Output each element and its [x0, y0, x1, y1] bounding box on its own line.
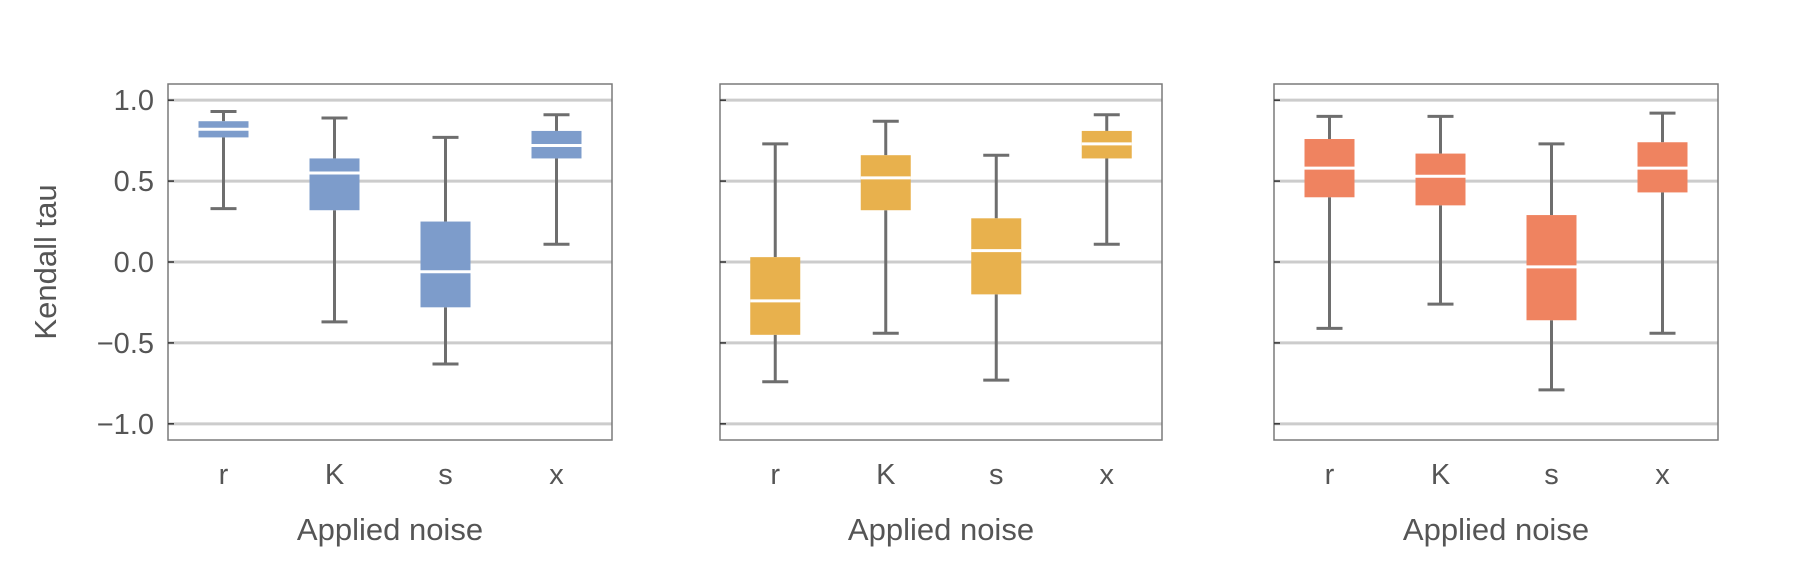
box-K — [1415, 114, 1466, 306]
box-body — [860, 155, 911, 211]
x-tick-label: r — [1325, 459, 1335, 491]
x-tick-label: K — [325, 459, 345, 491]
box-body — [750, 257, 801, 335]
y-tick-label: 0.0 — [114, 247, 154, 279]
box-s — [420, 135, 471, 366]
x-axis-label: Applied noise — [1403, 512, 1589, 547]
box-K — [309, 116, 360, 324]
y-tick-label: 0.5 — [114, 166, 154, 198]
y-tick-label: −1.0 — [97, 409, 154, 441]
box-s — [1526, 142, 1577, 392]
box-body — [1415, 153, 1466, 206]
box-body — [420, 221, 471, 308]
box-r — [1304, 114, 1355, 330]
y-axis-label: Kendall tau — [28, 184, 63, 339]
box-K — [860, 119, 911, 335]
x-tick-label: r — [770, 459, 780, 491]
x-tick-label: x — [1100, 459, 1115, 491]
y-tick-label: 1.0 — [114, 85, 154, 117]
x-axis-label: Applied noise — [297, 512, 483, 547]
box-r — [198, 110, 249, 211]
box-body — [971, 218, 1022, 295]
x-tick-label: K — [876, 459, 896, 491]
x-tick-label: r — [219, 459, 229, 491]
x-axis-label: Applied noise — [848, 512, 1034, 547]
box-x — [531, 113, 582, 246]
box-x — [1637, 111, 1688, 335]
box-r — [750, 142, 801, 384]
x-tick-label: x — [1655, 459, 1670, 491]
x-tick-label: s — [1544, 459, 1559, 491]
x-tick-label: s — [989, 459, 1004, 491]
box-s — [971, 153, 1022, 382]
box-x — [1081, 113, 1132, 246]
x-tick-label: s — [438, 459, 453, 491]
x-tick-label: K — [1431, 459, 1451, 491]
y-tick-label: −0.5 — [97, 328, 154, 360]
x-tick-label: x — [549, 459, 564, 491]
box-body — [309, 158, 360, 211]
